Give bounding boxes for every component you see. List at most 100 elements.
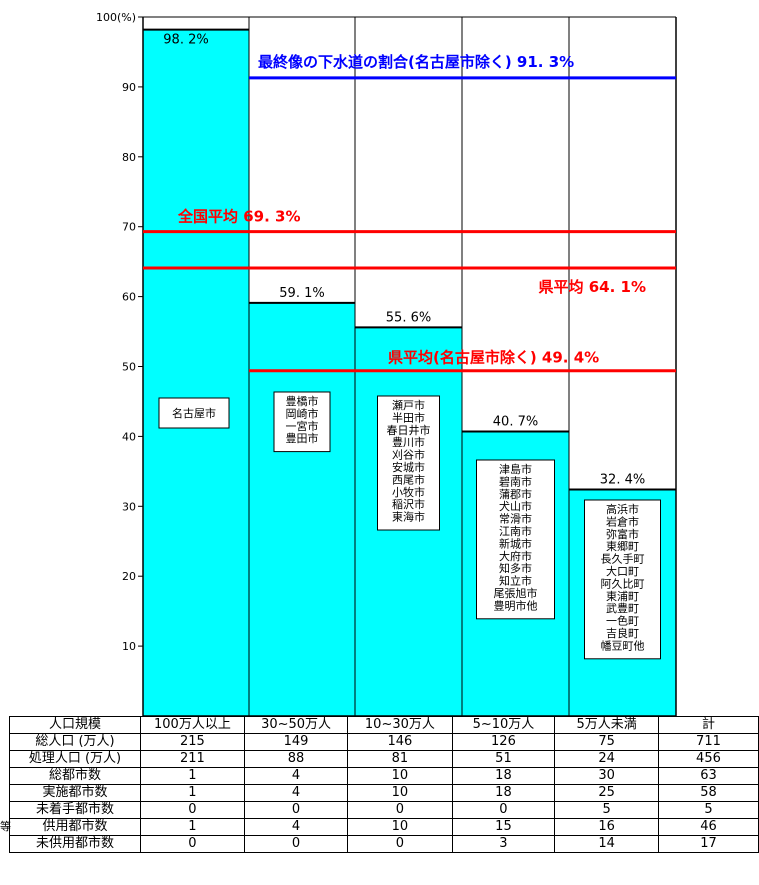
row-header-cell: 未着手都市数 — [9, 801, 141, 819]
city-name: 岩倉市 — [606, 514, 639, 528]
city-name: 阿久比町 — [601, 577, 645, 590]
row-header-cell: 総人口 (万人) — [9, 733, 141, 751]
y-tick-label: 50 — [122, 361, 136, 374]
city-name: 安城市 — [392, 460, 425, 474]
city-name: 幡豆町他 — [601, 638, 645, 652]
row-header-cell: 供用都市数 — [9, 818, 141, 836]
city-name: 東海市 — [392, 510, 425, 524]
city-name: 吉良町 — [606, 626, 639, 640]
data-table: 人口規模 100万人以上 30~50万人 10~30万人 5~10万人 5万人未満計総人口… — [9, 716, 759, 853]
table-row: 未供用都市数 0 0 0 3 14 17 — [9, 835, 759, 853]
city-name: 春日井市 — [387, 423, 431, 437]
table-cell: 24 — [554, 750, 659, 768]
reference-label: 県平均(名古屋市除く) 49. 4% — [388, 349, 599, 367]
table-cell: 0 — [451, 801, 556, 819]
table-cell: 1 — [139, 767, 245, 785]
row-header-cell: 人口規模 — [9, 716, 141, 734]
table-cell: 51 — [451, 750, 556, 768]
city-name: 豊川市 — [392, 435, 425, 449]
city-name: 大口町 — [606, 564, 639, 578]
city-name: 常滑市 — [499, 512, 532, 526]
bar — [142, 29, 250, 716]
table-cell: 計 — [657, 716, 759, 734]
table-cell: 0 — [139, 835, 245, 853]
city-name: 碧南市 — [499, 474, 532, 488]
table-cell: 0 — [139, 801, 245, 819]
table-cell: 81 — [347, 750, 453, 768]
table-cell: 0 — [243, 801, 349, 819]
city-box — [377, 395, 440, 531]
table-cell: 5 — [554, 801, 659, 819]
city-name: 豊橋市 — [286, 394, 319, 408]
city-name: 瀬戸市 — [392, 398, 425, 412]
table-cell: 17 — [657, 835, 759, 853]
table-cell: 149 — [243, 733, 349, 751]
table-cell: 100万人以上 — [139, 716, 245, 734]
city-name: 西尾市 — [392, 472, 425, 486]
table-row: 処理人口 (万人) 211 88 81 51 24 456 — [9, 750, 759, 768]
y-tick-label: 30 — [122, 500, 136, 513]
y-tick-label: 10 — [122, 640, 136, 653]
table-cell: 14 — [554, 835, 659, 853]
city-name: 尾張旭市 — [494, 586, 538, 600]
city-name: 新城市 — [499, 536, 532, 550]
city-name: 名古屋市 — [172, 406, 216, 420]
city-name: 半田市 — [392, 410, 425, 424]
table-cell: 5万人未満 — [554, 716, 659, 734]
reference-label: 最終像の下水道の割合(名古屋市除く) 91. 3% — [258, 53, 574, 71]
table-cell: 18 — [451, 767, 556, 785]
city-name: 豊田市 — [286, 431, 319, 445]
table-cell: 25 — [554, 784, 659, 802]
table-cell: 4 — [243, 784, 349, 802]
city-name: 一色町 — [606, 614, 639, 628]
table-row: 総都市数 1 4 10 18 30 63 — [9, 767, 759, 785]
table-cell: 3 — [451, 835, 556, 853]
chart: 10 20 30 40 50 60 70 80 90 100(%) 98. 2% 59. 1% 55. … — [96, 11, 677, 716]
table-cell: 88 — [243, 750, 349, 768]
y-tick-label: 80 — [122, 151, 136, 164]
city-name: 犬山市 — [499, 499, 532, 513]
city-box — [273, 391, 331, 453]
table-cell: 4 — [243, 767, 349, 785]
city-name: 蒲郡市 — [499, 487, 532, 501]
table-cell: 5 — [657, 801, 759, 819]
table-cell: 15 — [451, 818, 556, 836]
table-row: 未着手都市数 0 0 0 0 5 5 — [9, 801, 759, 819]
y-tick-label: 90 — [122, 81, 136, 94]
city-name: 大府市 — [499, 549, 532, 563]
row-header-cell: 未供用都市数 — [9, 835, 141, 853]
table-cell: 30 — [554, 767, 659, 785]
table-cell: 46 — [657, 818, 759, 836]
city-name: 高浜市 — [606, 502, 639, 516]
table-cell: 10 — [347, 818, 453, 836]
city-name: 豊明市他 — [494, 598, 538, 612]
y-tick-label: 70 — [122, 221, 136, 234]
table-cell: 126 — [451, 733, 556, 751]
city-name: 稲沢市 — [392, 497, 425, 511]
table-row: 実施都市数 1 4 10 18 25 58 — [9, 784, 759, 802]
plot-area: 10 20 30 40 50 60 70 80 90 100(%) 98. 2% 59. 1% 55. … — [96, 11, 677, 716]
table-cell: 211 — [139, 750, 245, 768]
table-cell: 4 — [243, 818, 349, 836]
table-cell: 10 — [347, 767, 453, 785]
table-cell: 215 — [139, 733, 245, 751]
table-cell: 5~10万人 — [451, 716, 556, 734]
value-label: 32. 4% — [600, 473, 645, 488]
value-label: 98. 2% — [163, 33, 208, 48]
table-cell: 1 — [139, 784, 245, 802]
table-body: 人口規模 100万人以上 30~50万人 10~30万人 5~10万人 5万人未満計総人口… — [9, 716, 759, 853]
table-row: 供用都市数 1 4 10 15 16 46 — [9, 818, 759, 836]
row-header-cell: 実施都市数 — [9, 784, 141, 802]
table-row: 総人口 (万人) 215 149 146 126 75 711 — [9, 733, 759, 751]
table-cell: 0 — [347, 801, 453, 819]
table-cell: 75 — [554, 733, 659, 751]
value-label: 40. 7% — [493, 415, 538, 430]
city-name: 弥富市 — [606, 527, 639, 541]
city-name: 津島市 — [499, 462, 532, 476]
row-header-cell: 処理人口 (万人) — [9, 750, 141, 768]
table-cell: 10 — [347, 784, 453, 802]
table-cell: 63 — [657, 767, 759, 785]
city-name: 長久手町 — [601, 552, 645, 566]
value-label: 59. 1% — [279, 286, 324, 301]
